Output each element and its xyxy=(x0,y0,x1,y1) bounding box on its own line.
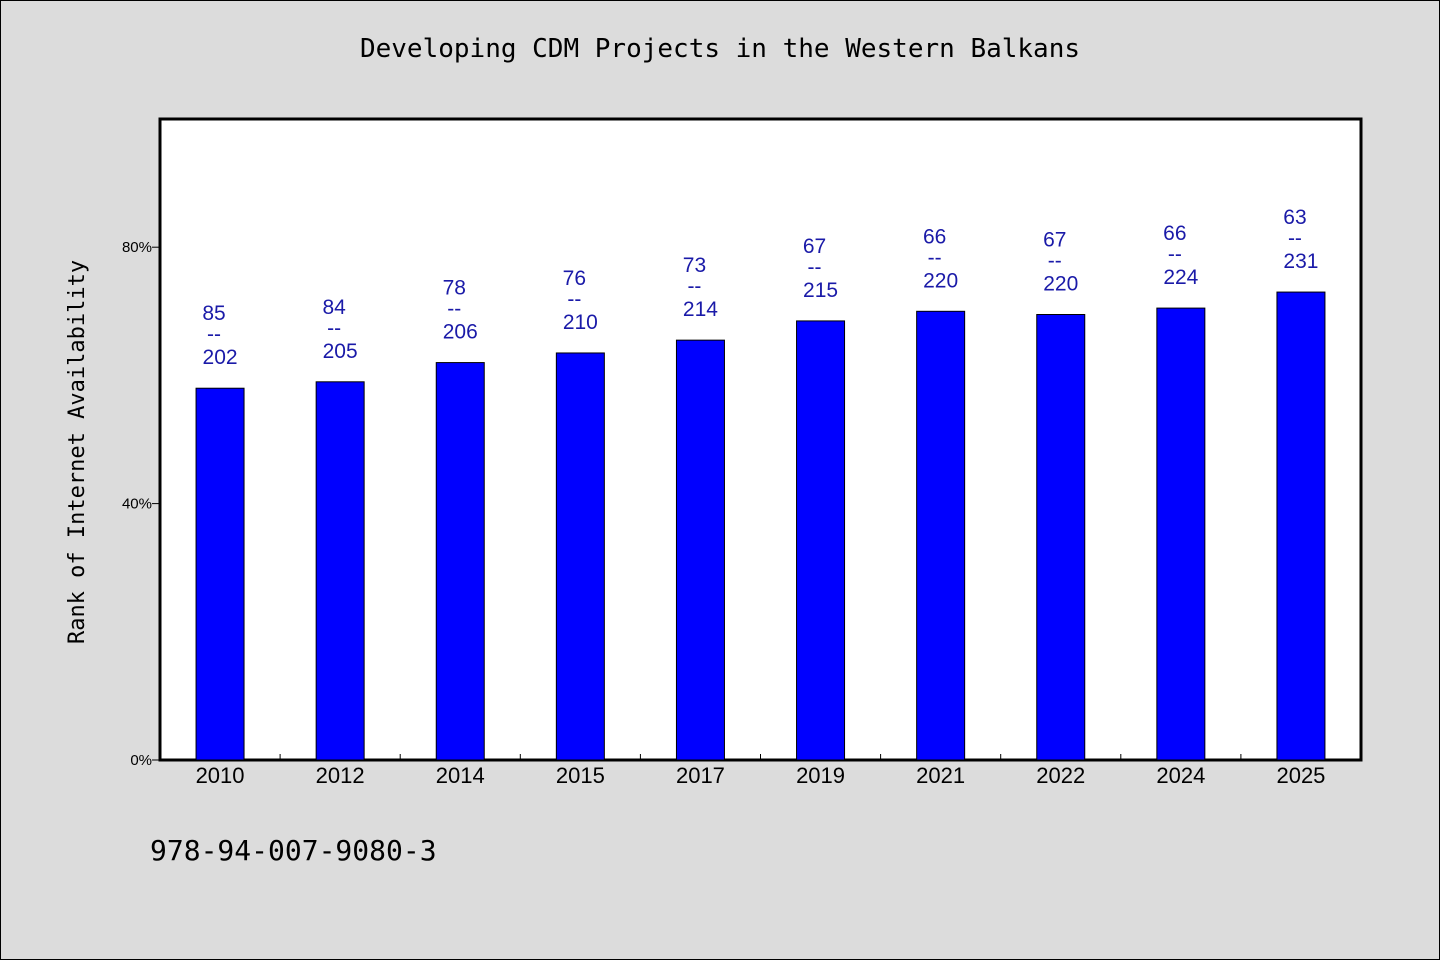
bar-2024 xyxy=(1156,307,1206,761)
data-label-separator: -- xyxy=(1048,250,1062,273)
x-tick-label: 2012 xyxy=(316,763,365,788)
x-tick-label: 2025 xyxy=(1276,763,1325,788)
data-label-top: 66 xyxy=(1163,222,1186,245)
data-label-top: 63 xyxy=(1283,206,1306,229)
data-label-bottom: 206 xyxy=(443,321,478,344)
bar-2019 xyxy=(796,320,846,761)
labels-layer: 85--20284--20578--20676--21073--21467--2… xyxy=(202,206,1318,369)
data-label-bottom: 214 xyxy=(683,298,718,321)
data-label-bottom: 205 xyxy=(323,340,358,363)
bar-2025 xyxy=(1276,291,1326,761)
bar-2017 xyxy=(675,339,725,761)
x-tick-label: 2017 xyxy=(676,763,725,788)
data-label-bottom: 202 xyxy=(203,346,238,369)
bar-2022 xyxy=(1036,314,1086,761)
bar-2010 xyxy=(195,387,245,761)
data-label-separator: -- xyxy=(687,275,701,298)
data-label-top: 78 xyxy=(443,277,466,300)
data-label-top: 66 xyxy=(923,225,946,248)
data-label-separator: -- xyxy=(928,246,942,269)
footer-code: 978-94-007-9080-3 xyxy=(150,834,437,867)
x-tick-label: 2010 xyxy=(196,763,245,788)
data-label-separator: -- xyxy=(447,298,461,321)
axis-layer: 2010 2012 2014 2015 2017 2019 2021 2022 2024 2025… xyxy=(122,239,1325,788)
data-label-separator: -- xyxy=(1288,227,1302,250)
bar-2012 xyxy=(315,381,365,761)
y-tick-label: 80% xyxy=(122,239,152,256)
chart-title: Developing CDM Projects in the Western B… xyxy=(359,34,1081,64)
x-tick-label: 2015 xyxy=(556,763,605,788)
bar-2015 xyxy=(555,352,605,761)
data-label-top: 67 xyxy=(803,235,826,258)
data-label-separator: -- xyxy=(327,317,341,340)
data-label-top: 85 xyxy=(202,302,225,325)
data-label-top: 76 xyxy=(563,267,586,290)
y-tick-label: 0% xyxy=(130,752,152,769)
data-label-bottom: 220 xyxy=(1043,273,1078,296)
data-label-separator: -- xyxy=(1168,243,1182,266)
x-tick-label: 2022 xyxy=(1036,763,1085,788)
x-tick-label: 2024 xyxy=(1156,763,1205,788)
data-label-top: 84 xyxy=(322,296,346,319)
data-label-bottom: 210 xyxy=(563,311,598,334)
data-label-top: 67 xyxy=(1043,229,1066,252)
data-label-bottom: 215 xyxy=(803,279,838,302)
data-label-bottom: 231 xyxy=(1283,250,1318,273)
data-label-bottom: 220 xyxy=(923,269,958,292)
data-label-bottom: 224 xyxy=(1163,266,1198,289)
x-tick-label: 2019 xyxy=(796,763,845,788)
bar-2021 xyxy=(916,310,966,761)
data-label-top: 73 xyxy=(683,254,706,277)
data-label-separator: -- xyxy=(567,288,581,311)
x-tick-label: 2021 xyxy=(916,763,965,788)
bars-layer xyxy=(195,291,1326,761)
data-label-separator: -- xyxy=(808,256,822,279)
data-label-separator: -- xyxy=(207,323,221,346)
y-axis-label: Rank of Internet Availability xyxy=(65,260,90,644)
y-tick-label: 40% xyxy=(122,496,152,513)
bar-2014 xyxy=(435,362,485,761)
x-tick-label: 2014 xyxy=(436,763,485,788)
